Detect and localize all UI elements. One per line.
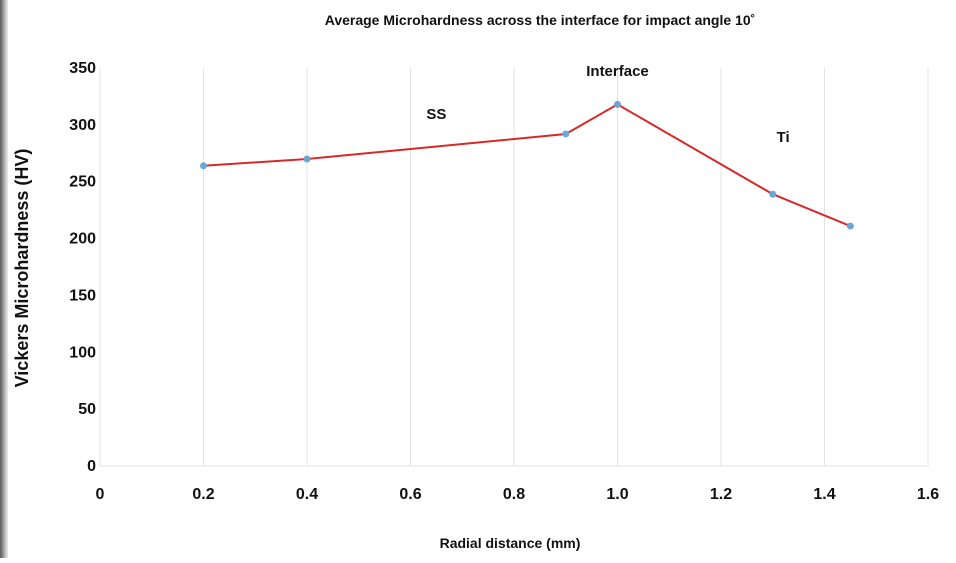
data-point bbox=[303, 155, 311, 163]
x-axis-label: Radial distance (mm) bbox=[440, 535, 581, 551]
x-tick-label: 0.2 bbox=[192, 486, 214, 503]
chart-title: Average Microhardness across the interfa… bbox=[325, 12, 756, 28]
x-tick-label: 1.2 bbox=[710, 486, 732, 503]
x-tick-label: 1.0 bbox=[606, 486, 628, 503]
y-tick-label: 0 bbox=[87, 458, 96, 475]
grid-lines bbox=[99, 68, 929, 467]
series-line bbox=[203, 103, 851, 228]
y-tick-label: 100 bbox=[69, 344, 96, 361]
annotations: SS Interface Ti bbox=[426, 63, 789, 146]
x-tick-label: 0 bbox=[96, 486, 105, 503]
y-tick-label: 250 bbox=[69, 174, 96, 191]
scan-edge bbox=[0, 0, 8, 558]
x-tick-label: 1.4 bbox=[813, 486, 835, 503]
annotation-label: Interface bbox=[586, 63, 649, 80]
y-tick-labels: 0 50 100 150 200 250 300 350 bbox=[69, 60, 96, 475]
data-point bbox=[562, 130, 570, 138]
annotation-label: SS bbox=[426, 106, 446, 123]
y-tick-label: 50 bbox=[78, 401, 96, 418]
x-tick-label: 1.6 bbox=[917, 486, 939, 503]
y-axis-label: Vickers Microhardness (HV) bbox=[12, 149, 32, 388]
data-point bbox=[200, 162, 207, 170]
data-point bbox=[846, 222, 854, 230]
x-tick-label: 0.8 bbox=[503, 486, 525, 503]
y-tick-label: 150 bbox=[69, 287, 96, 304]
y-tick-label: 350 bbox=[69, 60, 96, 77]
x-tick-label: 0.4 bbox=[296, 486, 318, 503]
data-point bbox=[769, 190, 777, 198]
x-tick-labels: 0 0.2 0.4 0.6 0.8 1.0 1.2 1.4 1.6 bbox=[96, 486, 940, 503]
y-tick-label: 200 bbox=[69, 231, 96, 248]
series-layer bbox=[200, 100, 854, 230]
y-tick-label: 300 bbox=[69, 117, 96, 134]
annotation-label: Ti bbox=[777, 129, 790, 146]
x-tick-label: 0.6 bbox=[399, 486, 421, 503]
data-point bbox=[614, 100, 621, 108]
